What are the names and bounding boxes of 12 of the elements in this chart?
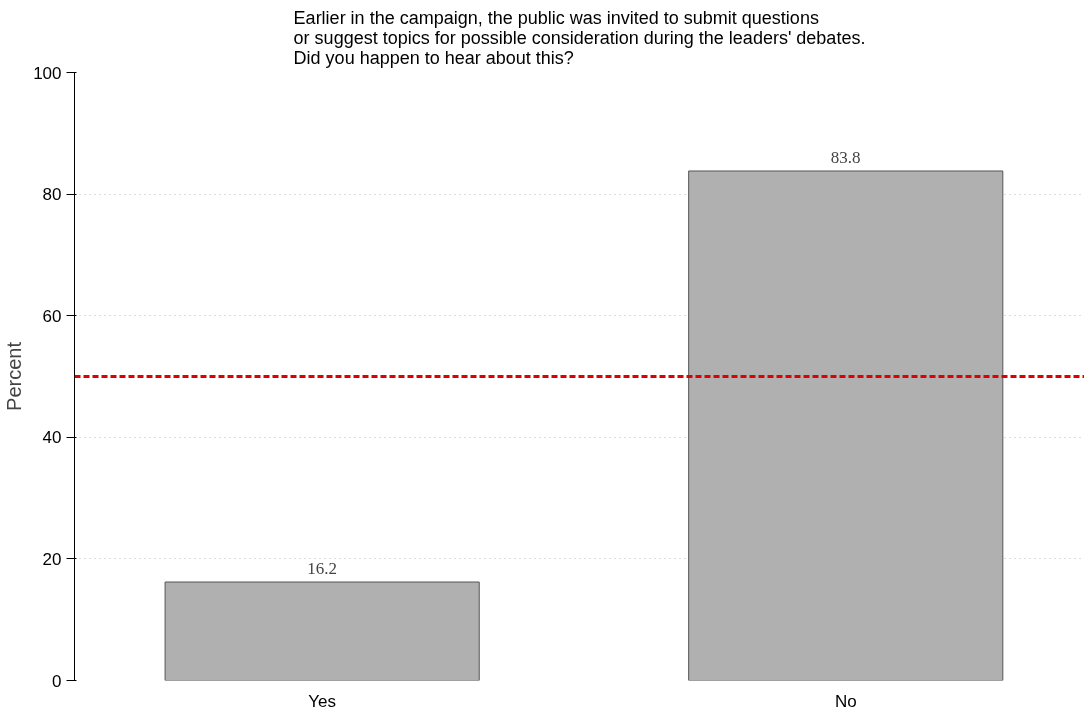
- chart-title: Earlier in the campaign, the public was invited to submit questions or suggest topics for possible consideration during the leaders' debates. Did you happen to hear about this?: [293, 7, 866, 68]
- y-tick-label: 20: [42, 549, 62, 569]
- y-tick-label: 80: [42, 185, 62, 205]
- data-label: 16.2: [307, 559, 338, 578]
- y-tick-label: 40: [42, 428, 62, 448]
- data-label: 83.8: [830, 148, 861, 167]
- y-tick-label: 0: [52, 671, 62, 691]
- y-tick-label: 60: [42, 306, 62, 326]
- y-axis-title: Percent: [3, 341, 26, 411]
- x-tick-label: Yes: [308, 691, 337, 711]
- y-tick-label: 100: [33, 63, 62, 83]
- x-tick-label: No: [834, 691, 857, 711]
